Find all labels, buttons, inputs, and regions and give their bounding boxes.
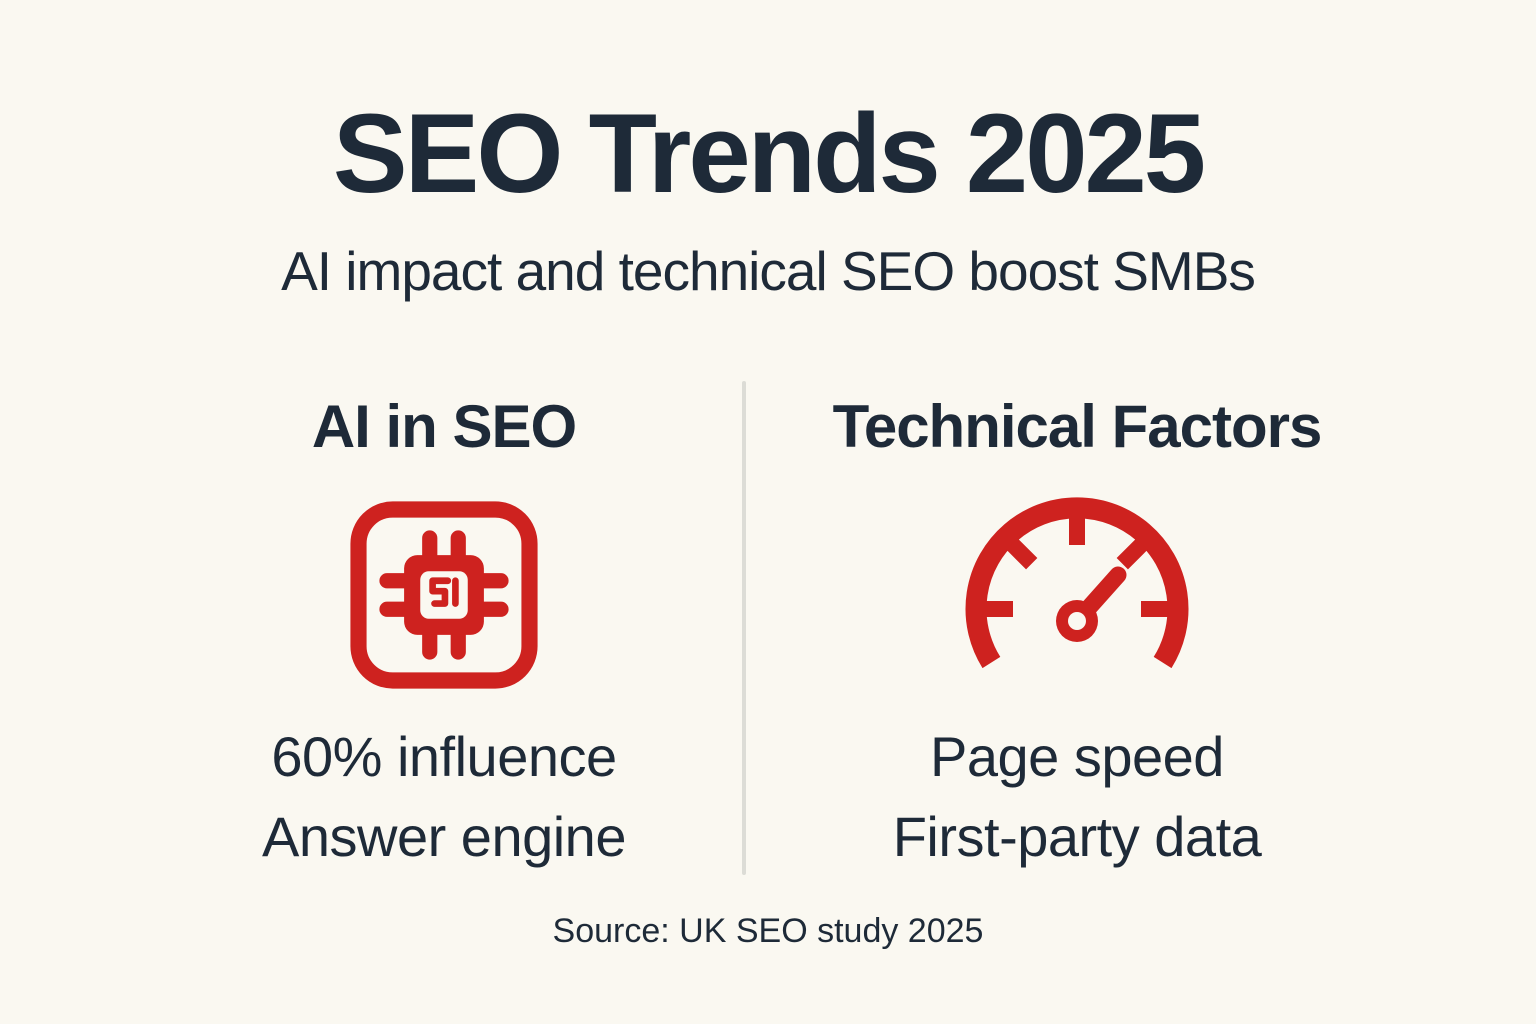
stat-line: Page speed bbox=[930, 725, 1224, 788]
ai-chip-icon bbox=[349, 497, 539, 693]
page-subtitle: AI impact and technical SEO boost SMBs bbox=[281, 240, 1256, 302]
column-stats: 60% influence Answer engine bbox=[262, 717, 626, 877]
vertical-divider bbox=[742, 381, 746, 875]
stat-line: 60% influence bbox=[271, 725, 617, 788]
stat-line: Answer engine bbox=[262, 805, 626, 868]
column-technical-factors: Technical Factors Page speed First-party… bbox=[744, 368, 1410, 877]
column-heading: Technical Factors bbox=[832, 393, 1323, 460]
speedometer-icon bbox=[959, 497, 1195, 693]
column-heading: AI in SEO bbox=[311, 393, 577, 460]
page-title: SEO Trends 2025 bbox=[332, 91, 1206, 216]
column-ai-in-seo: AI in SEO 60% influence Answer engine bbox=[144, 368, 744, 877]
source-note: Source: UK SEO study 2025 bbox=[552, 912, 984, 950]
column-stats: Page speed First-party data bbox=[893, 717, 1262, 877]
stat-line: First-party data bbox=[892, 805, 1262, 868]
